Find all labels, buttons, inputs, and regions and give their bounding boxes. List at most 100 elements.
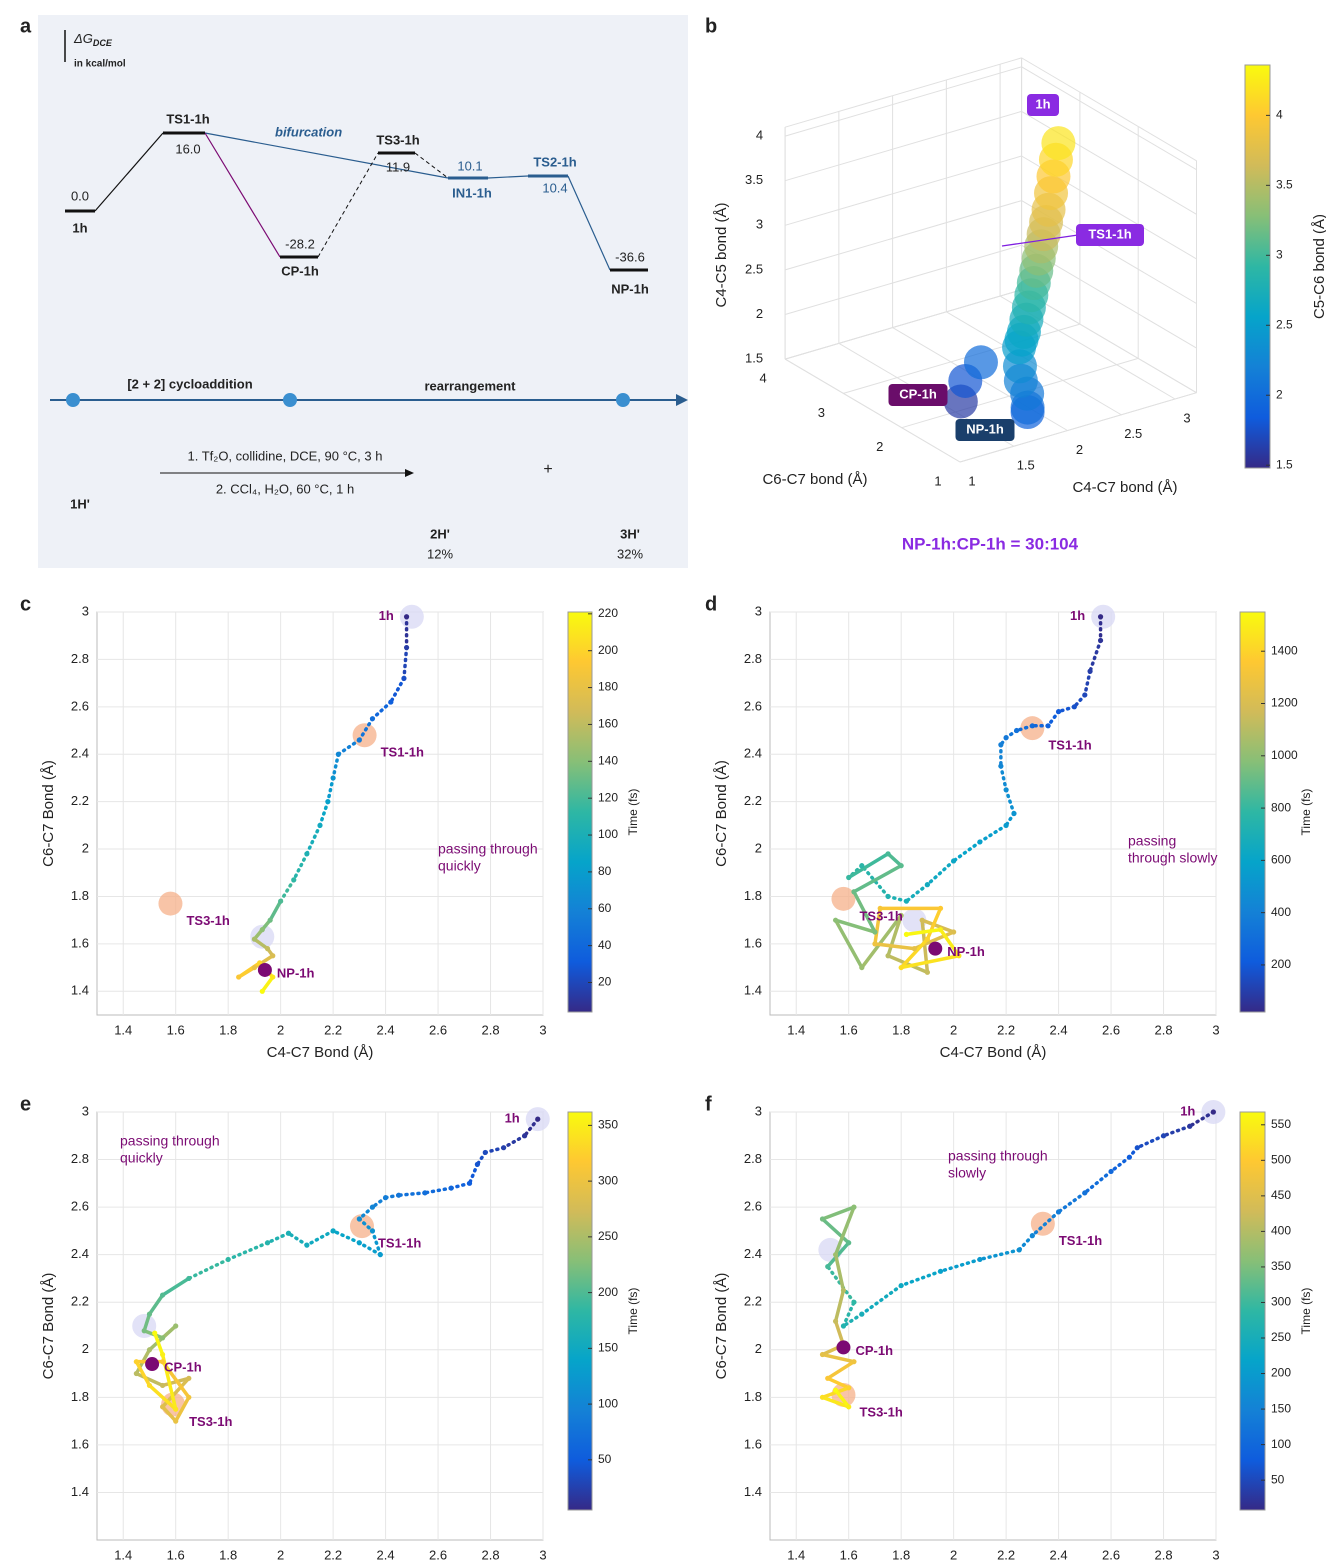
y-tick-label: 1.4 [744, 1484, 762, 1499]
trajectory-point [370, 1205, 375, 1210]
trajectory-point [846, 1240, 851, 1245]
trajectory-point [833, 1388, 838, 1393]
y-tick-label: 3 [818, 405, 825, 420]
trajectory-point [501, 1145, 506, 1150]
y-tick-label: 2.4 [71, 1246, 89, 1261]
state-label: 1h [1070, 608, 1085, 623]
colorbar-tick-label: 550 [1271, 1117, 1291, 1131]
x-tick-label: 1.6 [167, 1022, 185, 1037]
trajectory-cloud [1041, 126, 1075, 160]
trajectory-point [467, 1181, 472, 1186]
state-marker [350, 1214, 374, 1238]
state-label: TS1-1h [1088, 226, 1131, 241]
trajectory-point [859, 863, 864, 868]
trajectory-point [1045, 723, 1050, 728]
energy-value: 16.0 [175, 141, 200, 156]
colorbar-tick-label: 150 [598, 1341, 618, 1355]
step-label: [2 + 2] cycloaddition [127, 376, 252, 391]
trajectory-point [304, 1243, 309, 1248]
trajectory-point [851, 1300, 856, 1305]
x-tick-label: 1.4 [787, 1547, 805, 1562]
x-tick-label: 3 [1212, 1022, 1219, 1037]
state-label: TS1-1h [1059, 1233, 1102, 1248]
trajectory-point [998, 742, 1003, 747]
axis-dot [66, 393, 80, 407]
trajectory-point [1014, 728, 1019, 733]
grid-line [1022, 290, 1197, 393]
x-tick-label: 2.6 [1102, 1022, 1120, 1037]
grid-line [785, 156, 1022, 225]
y-tick-label: 2.6 [71, 1199, 89, 1214]
colorbar-label: Time (fs) [1299, 789, 1313, 836]
state-marker [1091, 605, 1115, 629]
colorbar-tick-label: 100 [598, 1396, 618, 1410]
panel-letter: e [20, 1093, 31, 1115]
colorbar-tick-label: 300 [1271, 1295, 1291, 1309]
panel-a: a ΔGDCE in kcal/mol 0.0 1h TS1-1h 16.0 -… [20, 15, 688, 568]
energy-value: 11.9 [386, 159, 410, 174]
trajectory-point [1082, 692, 1087, 697]
state-label: NP-1h [966, 421, 1004, 436]
grid-line [785, 245, 1022, 314]
y-tick-label: 2.8 [71, 651, 89, 666]
trajectory-point [357, 737, 362, 742]
colorbar-label: Time (fs) [626, 1288, 640, 1335]
trajectory-point [1004, 735, 1009, 740]
ratio: NP-1h:CP-1h = 30:104 [902, 534, 1079, 553]
trajectory-point [236, 974, 241, 979]
trajectory-point [1135, 1145, 1140, 1150]
x-tick-label: 2.6 [429, 1022, 447, 1037]
x-tick-label: 2.4 [377, 1547, 395, 1562]
axis-dot [616, 393, 630, 407]
trajectory-point [186, 1376, 191, 1381]
colorbar-tick-label: 600 [1271, 853, 1291, 867]
trajectory-point [951, 858, 956, 863]
trajectory-point [357, 1216, 362, 1221]
trajectory-point [331, 1228, 336, 1233]
trajectory-point [885, 894, 890, 899]
colorbar-tick-label: 40 [598, 938, 612, 952]
trajectory-point [252, 965, 257, 970]
y-tick-label: 2 [82, 1341, 89, 1356]
trajectory-point [1082, 1190, 1087, 1195]
grid-line [785, 201, 1022, 270]
trajectory-point [388, 699, 393, 704]
state-label: NP-1h [277, 965, 315, 980]
y-tick-label: 1 [934, 473, 941, 488]
annotation: quickly [438, 858, 481, 874]
colorbar-tick-label: 450 [1271, 1188, 1291, 1202]
x-tick-label: 2.4 [377, 1022, 395, 1037]
colorbar-tick-label: 3.5 [1276, 178, 1293, 192]
state-marker [836, 1340, 850, 1354]
trajectory-point [483, 1150, 488, 1155]
trajectory-point [904, 932, 909, 937]
trajectory-point [475, 1162, 480, 1167]
annotation: passing through [438, 841, 538, 857]
x-tick-label: 2.2 [324, 1547, 342, 1562]
trajectory-point [833, 918, 838, 923]
x-tick-label: 3 [1212, 1547, 1219, 1562]
trajectory-point [899, 965, 904, 970]
species-label: TS2-1h [533, 154, 576, 169]
x-axis-label: C4-C7 Bond (Å) [940, 1044, 1047, 1061]
trajectory-point [160, 1292, 165, 1297]
state-marker [158, 892, 182, 916]
trajectory-point [522, 1133, 527, 1138]
trajectory-point [851, 1205, 856, 1210]
condition: 2. CCl₄, H₂O, 60 °C, 1 h [216, 481, 354, 496]
colorbar-tick-label: 250 [1271, 1330, 1291, 1344]
yield: 32% [617, 546, 643, 561]
y-axis-label: C6-C7 Bond (Å) [40, 1273, 57, 1380]
colorbar-tick-label: 80 [598, 864, 612, 878]
trajectory-point [846, 1385, 851, 1390]
trajectory-point [160, 1335, 165, 1340]
trajectory-point [186, 1276, 191, 1281]
trajectory-point [226, 1257, 231, 1262]
colorbar-tick-label: 60 [598, 901, 612, 915]
z-tick-label: 2.5 [745, 261, 763, 276]
colorbar-tick-label: 2 [1276, 387, 1283, 401]
y-tick-label: 1.4 [71, 983, 89, 998]
trajectory-point [1004, 787, 1009, 792]
trajectory-cloud [964, 345, 998, 379]
colorbar-tick-label: 180 [598, 680, 618, 694]
